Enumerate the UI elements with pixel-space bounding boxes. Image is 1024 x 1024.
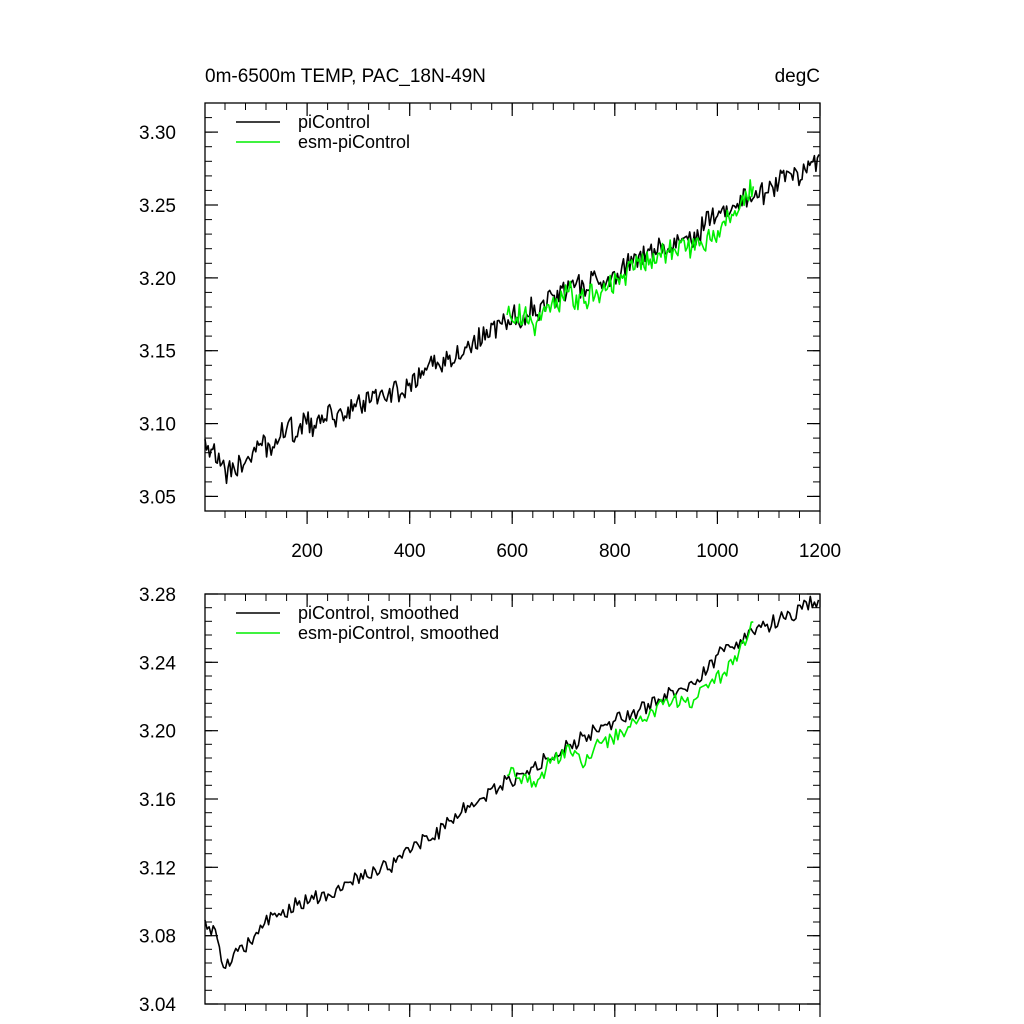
series-line-esm-picontrol xyxy=(506,179,755,337)
bottom-ticks: 3.04 3.08 3.12 3.16 3.20 3.24 3.28 xyxy=(139,585,821,1017)
y-tick-label: 3.10 xyxy=(139,415,176,436)
y-tick-label: 3.15 xyxy=(139,342,176,363)
top-panel: 0m-6500m TEMP, PAC_18N-49N degC 3.05 3.10… xyxy=(139,66,841,562)
bottom-legend-label-picontrol: piControl, smoothed xyxy=(298,603,459,623)
series-line-esm-picontrol-smoothed xyxy=(506,621,754,788)
bottom-legend-label-esm-picontrol: esm-piControl, smoothed xyxy=(298,623,499,643)
top-series-layer xyxy=(204,154,820,485)
x-tick-label: 200 xyxy=(291,541,323,562)
y-tick-label: 3.08 xyxy=(139,927,176,948)
y-tick-label: 3.05 xyxy=(139,487,176,508)
top-plot-frame xyxy=(204,102,821,512)
y-tick-label: 3.04 xyxy=(139,995,176,1016)
bottom-series-layer xyxy=(204,595,820,970)
top-legend: piControl esm-piControl xyxy=(236,112,410,152)
bottom-plot-frame xyxy=(204,593,821,1005)
top-title-left: 0m-6500m TEMP, PAC_18N-49N xyxy=(205,66,486,87)
y-tick-label: 3.28 xyxy=(139,585,176,606)
y-tick-label: 3.20 xyxy=(139,269,176,290)
x-tick-label: 1200 xyxy=(799,541,841,562)
y-tick-label: 3.24 xyxy=(139,653,176,674)
top-legend-label-picontrol: piControl xyxy=(298,112,370,132)
y-tick-label: 3.20 xyxy=(139,722,176,743)
x-tick-label: 600 xyxy=(496,541,528,562)
x-tick-label: 400 xyxy=(394,541,426,562)
bottom-panel: 3.04 3.08 3.12 3.16 3.20 3.24 3.28 piControl, … xyxy=(139,585,821,1017)
x-tick-label: 800 xyxy=(599,541,631,562)
top-legend-label-esm-picontrol: esm-piControl xyxy=(298,132,410,152)
top-ticks: 3.05 3.10 3.15 3.20 3.25 3.30 200 400 600 800 1000… xyxy=(139,102,841,562)
y-tick-label: 3.12 xyxy=(139,858,176,879)
bottom-legend: piControl, smoothed esm-piControl, smoot… xyxy=(236,603,499,643)
top-title-right: degC xyxy=(775,66,820,87)
x-tick-label: 1000 xyxy=(696,541,738,562)
y-tick-label: 3.16 xyxy=(139,790,176,811)
series-line-picontrol-smoothed xyxy=(204,595,820,970)
series-line-picontrol xyxy=(204,154,820,485)
y-tick-label: 3.25 xyxy=(139,196,176,217)
y-tick-label: 3.30 xyxy=(139,123,176,144)
